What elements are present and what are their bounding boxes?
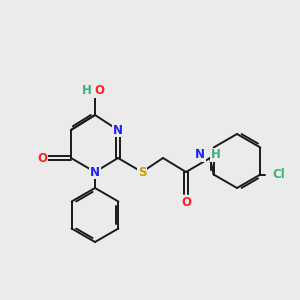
Text: H: H <box>211 148 221 161</box>
Text: N: N <box>195 148 205 161</box>
Text: N: N <box>113 124 123 136</box>
Text: O: O <box>37 152 47 164</box>
Text: H: H <box>82 85 92 98</box>
Text: O: O <box>94 85 104 98</box>
Text: N: N <box>90 166 100 178</box>
Text: O: O <box>181 196 191 208</box>
Text: Cl: Cl <box>272 168 285 181</box>
Text: S: S <box>138 166 146 178</box>
